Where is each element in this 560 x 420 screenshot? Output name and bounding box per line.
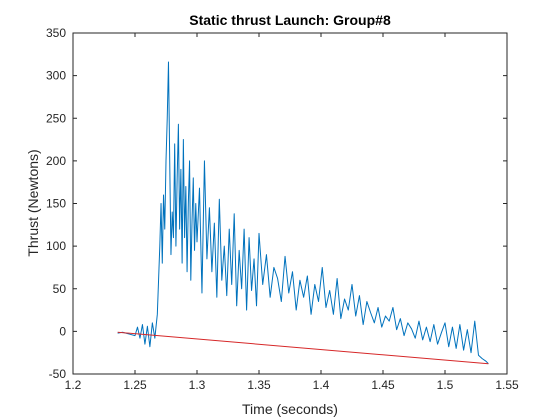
y-tick-label: 200 xyxy=(46,154,66,168)
x-tick-label: 1.5 xyxy=(437,378,454,392)
x-tick-label: 1.45 xyxy=(371,378,395,392)
y-tick-label: -50 xyxy=(49,367,67,381)
chart-title: Static thrust Launch: Group#8 xyxy=(189,12,391,28)
x-tick-label: 1.35 xyxy=(247,378,271,392)
series-layer xyxy=(117,61,489,365)
x-tick-label: 1.4 xyxy=(313,378,330,392)
y-tick-label: 150 xyxy=(46,197,66,211)
x-tick-label: 1.2 xyxy=(65,378,82,392)
y-tick-label: 100 xyxy=(46,239,66,253)
axis-layer: 1.2 1.25 1.3 1.35 1.4 1.45 1.5 1.55 -50 0 50 100 150… xyxy=(46,26,519,392)
x-axis-label: Time (seconds) xyxy=(242,401,338,417)
y-tick-label: 250 xyxy=(46,111,66,125)
plot-background xyxy=(73,33,507,374)
y-tick-label: 300 xyxy=(46,69,66,83)
series-line-1 xyxy=(117,331,489,365)
x-tick-label: 1.3 xyxy=(189,378,206,392)
y-axis-label: Thrust (Newtons) xyxy=(25,149,41,256)
x-tick-label: 1.25 xyxy=(123,378,147,392)
y-tick-label: 350 xyxy=(46,26,66,40)
x-tick-label: 1.55 xyxy=(495,378,519,392)
y-tick-label: 0 xyxy=(59,324,66,338)
y-tick-label: 50 xyxy=(53,282,67,296)
plot-area: 1.2 1.25 1.3 1.35 1.4 1.45 1.5 1.55 -50 0 50 100 150… xyxy=(46,26,519,392)
series-line-0 xyxy=(117,61,489,365)
